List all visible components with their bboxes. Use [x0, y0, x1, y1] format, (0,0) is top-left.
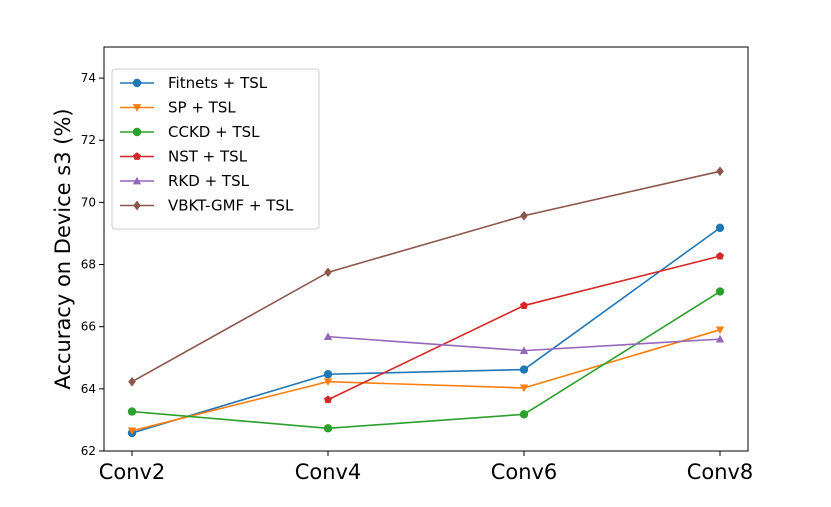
legend-box — [111, 68, 320, 230]
legend-item: RKD + TSL — [120, 172, 250, 190]
data-point — [715, 326, 725, 334]
legend: Fitnets + TSL SP + TSL CCKD + TSL NST + TSL… — [111, 68, 320, 230]
legend-marker — [132, 78, 142, 88]
data-point — [324, 267, 332, 278]
y-tick-label: 72 — [81, 133, 96, 147]
series-line — [131, 227, 721, 434]
data-point — [519, 365, 529, 374]
data-point — [715, 287, 725, 296]
y-tick-label: 64 — [81, 382, 96, 396]
data-point — [323, 378, 333, 386]
series-line — [131, 170, 721, 383]
data-point — [323, 424, 333, 433]
data-point — [715, 334, 725, 343]
legend-label: SP + TSL — [168, 99, 236, 117]
y-tick-label: 62 — [81, 444, 96, 458]
data-point — [519, 410, 529, 419]
legend-item: Fitnets + TSL — [120, 74, 268, 92]
series-lines — [127, 166, 725, 438]
data-point — [127, 407, 137, 416]
series-5 — [128, 166, 724, 387]
legend-item: VBKT-GMF + TSL — [120, 197, 294, 215]
data-point — [519, 384, 529, 393]
series-3 — [324, 251, 724, 404]
data-point — [716, 251, 724, 260]
series-2 — [127, 287, 725, 433]
y-tick-label: 68 — [81, 258, 96, 272]
legend-label: VBKT-GMF + TSL — [168, 197, 294, 215]
x-tick-label: Conv8 — [687, 460, 754, 484]
legend-marker — [132, 104, 142, 112]
data-point — [520, 210, 528, 221]
y-axis-title: Accuracy on Device s3 (%) — [51, 108, 75, 389]
series-0 — [127, 223, 725, 438]
legend-item: SP + TSL — [120, 99, 236, 117]
data-point — [520, 301, 528, 309]
y-axis: 62 64 66 68 70 72 74 — [81, 71, 104, 458]
legend-label: RKD + TSL — [168, 172, 250, 190]
plot-area — [103, 46, 749, 452]
data-point — [323, 370, 333, 379]
legend-label: CCKD + TSL — [168, 123, 260, 141]
data-point — [128, 376, 136, 387]
legend-label: Fitnets + TSL — [168, 74, 268, 92]
series-1 — [127, 326, 725, 435]
y-tick-label: 74 — [81, 71, 96, 85]
series-4 — [323, 332, 725, 354]
series-line — [131, 290, 721, 430]
x-tick-label: Conv2 — [99, 460, 166, 484]
legend-item: CCKD + TSL — [120, 123, 260, 141]
legend-marker — [133, 152, 141, 160]
data-point — [324, 395, 332, 404]
data-point — [716, 166, 724, 177]
y-tick-label: 66 — [81, 320, 96, 334]
y-tick-label: 70 — [81, 195, 96, 209]
data-point — [127, 427, 137, 435]
series-line — [131, 329, 721, 432]
legend-label: NST + TSL — [168, 148, 248, 166]
data-point — [519, 346, 529, 354]
x-tick-label: Conv4 — [295, 460, 362, 484]
data-point — [323, 332, 333, 340]
x-tick-label: Conv6 — [491, 460, 558, 484]
data-point — [715, 223, 725, 233]
legend-marker — [133, 200, 141, 211]
legend-item: NST + TSL — [120, 148, 248, 166]
legend-marker — [132, 176, 142, 185]
x-axis: Conv2 Conv4 Conv6 Conv8 — [99, 451, 754, 484]
legend-marker — [132, 127, 142, 137]
